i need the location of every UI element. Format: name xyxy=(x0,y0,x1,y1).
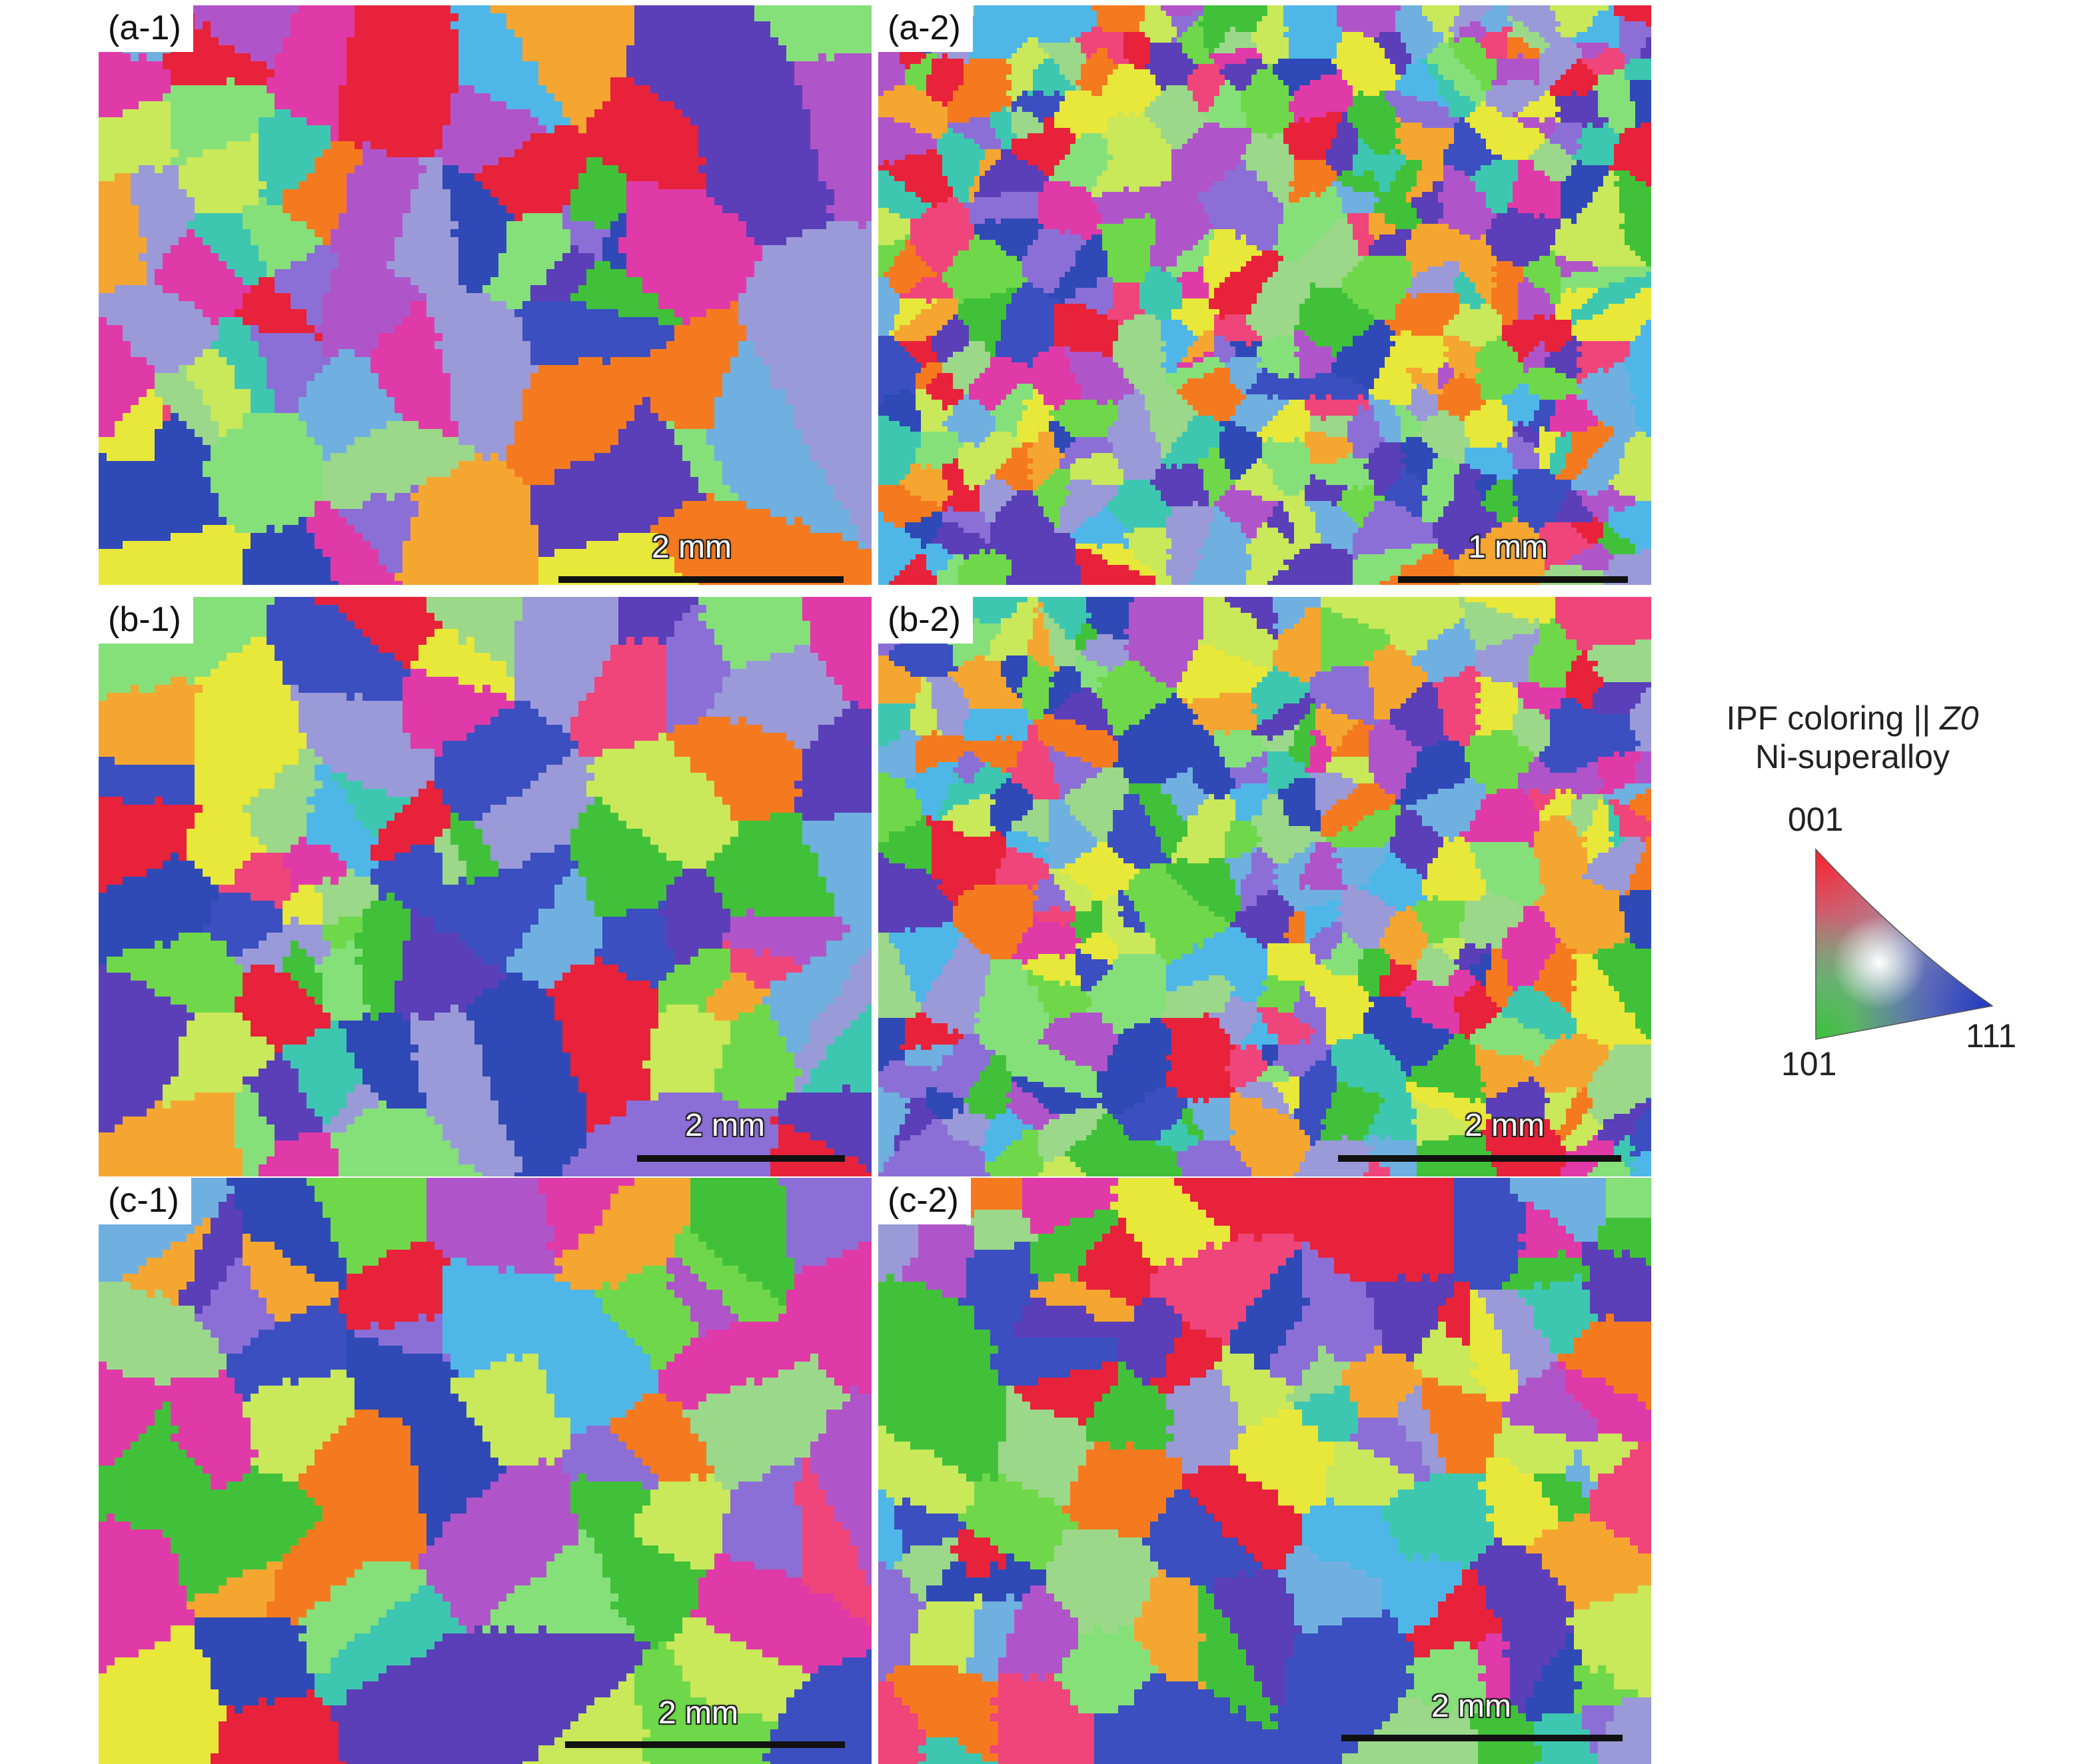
ipf-corner-101: 101 xyxy=(1781,1047,1836,1081)
grain-map-a2 xyxy=(878,5,1651,585)
scale-bar-b2 xyxy=(1338,1155,1621,1162)
ebsd-map-c1: (c-1) 2 mm xyxy=(99,1178,872,1764)
scale-bar-c1 xyxy=(565,1741,845,1748)
grain-cells xyxy=(99,5,872,585)
scale-bar-c2 xyxy=(1341,1735,1623,1741)
scale-bar-label-a2: 1 mm xyxy=(1468,532,1548,564)
legend-title-axis: Z0 xyxy=(1940,699,1978,737)
panel-label-b2: (b-2) xyxy=(878,597,973,644)
ipf-color-key-triangle xyxy=(1806,846,1999,1046)
scale-bar-label-c2: 2 mm xyxy=(1431,1691,1511,1723)
grain-cells xyxy=(99,597,872,1176)
grain-map-c2 xyxy=(878,1178,1651,1764)
scale-bar-b1 xyxy=(637,1155,845,1162)
ebsd-map-c2: (c-2) 2 mm xyxy=(878,1178,1651,1764)
grain-map-c1 xyxy=(99,1178,872,1764)
legend-title-line2: Ni-superalloy xyxy=(1679,738,2026,777)
grain-cells xyxy=(878,5,1651,585)
grain-map-b2 xyxy=(878,597,1651,1176)
panel-label-c2: (c-2) xyxy=(878,1178,971,1224)
ebsd-map-b1: (b-1) 2 mm xyxy=(99,597,872,1176)
legend-title-prefix: IPF coloring || xyxy=(1727,699,1940,737)
panel-label-a1: (a-1) xyxy=(99,5,193,52)
grain-cells xyxy=(878,597,1651,1176)
scale-bar-label-b1: 2 mm xyxy=(685,1110,765,1142)
panel-label-b1: (b-1) xyxy=(99,597,193,644)
scale-bar-label-a1: 2 mm xyxy=(652,532,732,564)
scale-bar-a2 xyxy=(1398,576,1628,583)
scale-bar-label-c1: 2 mm xyxy=(658,1697,738,1729)
ipf-corner-001: 001 xyxy=(1788,803,1843,836)
scale-bar-a1 xyxy=(558,576,844,583)
ebsd-map-a2: (a-2) 1 mm xyxy=(878,5,1651,585)
panel-label-c1: (c-1) xyxy=(99,1178,191,1224)
panel-label-a2: (a-2) xyxy=(878,5,973,52)
legend-title: IPF coloring || Z0 Ni-superalloy xyxy=(1679,699,2026,776)
grain-map-a1 xyxy=(99,5,872,585)
scale-bar-label-b2: 2 mm xyxy=(1465,1110,1545,1142)
grain-map-b1 xyxy=(99,597,872,1176)
grain-cells xyxy=(878,1178,1651,1764)
ebsd-map-b2: (b-2) 2 mm xyxy=(878,597,1651,1176)
ebsd-map-a1: (a-1) 2 mm xyxy=(99,5,872,585)
legend-title-line1: IPF coloring || Z0 xyxy=(1679,699,2026,738)
grain-cells xyxy=(99,1178,872,1764)
